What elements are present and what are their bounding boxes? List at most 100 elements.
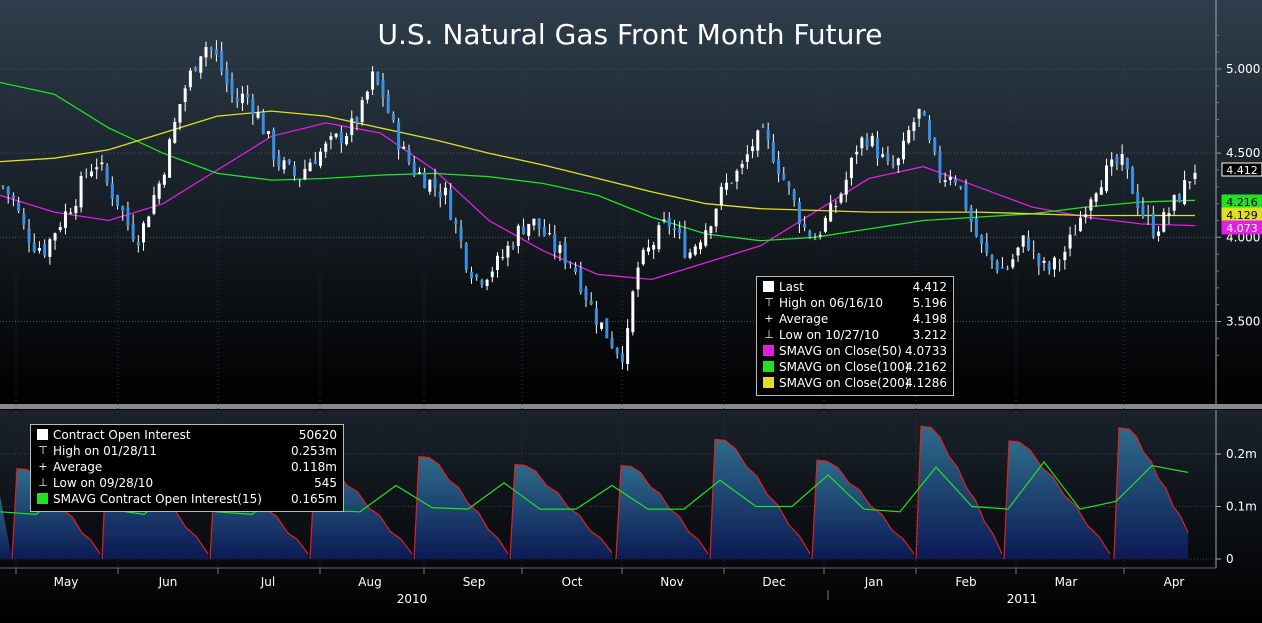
candle-body [797,201,801,224]
candle-body [865,138,869,147]
candle-body [292,165,296,176]
candle-body [136,242,140,246]
moving-average-lines [0,81,1196,281]
candle-body [563,242,567,264]
candle-body [725,182,729,190]
panel-divider [0,404,1262,409]
candle-body [168,139,172,178]
candle-body [537,218,541,229]
legend-row: ⊥ Low on 10/27/10 3.212 [757,327,953,343]
legend-label: Contract Open Interest [53,428,191,442]
legend-label: Last [779,280,804,294]
candle-body [360,100,364,123]
candle-body [214,49,218,55]
candle-body [412,161,416,175]
right-value-text: 4.216 [1226,196,1258,209]
candle-body [480,280,484,285]
candle-body [1032,250,1036,252]
candle-body [834,206,838,208]
year-label: 2010 [397,592,428,606]
month-label: Jul [260,575,275,589]
candle-body [631,291,635,333]
candle-body [79,175,83,208]
candle-body [350,118,354,136]
candle-body [667,217,671,227]
candle-body [870,135,874,147]
legend-label: High on 01/28/11 [53,444,158,458]
lower-tick-label: 0.2m [1226,447,1257,461]
candle-body [1016,247,1020,256]
candle-body [53,233,57,241]
month-label: Oct [562,575,583,589]
candle-body [896,158,900,166]
candle-body [579,268,583,293]
candle-body [256,112,260,118]
legend-value: 4.0733 [905,344,947,358]
candle-body [495,255,499,271]
right-value-text: 4.412 [1226,164,1258,177]
candle-body [813,239,817,241]
legend-value: 0.253m [290,444,337,458]
candle-body [1,186,5,188]
candle-body [178,104,182,123]
candle-body [902,140,906,160]
candle-body [928,119,932,141]
candle-body [740,163,744,168]
month-label: Aug [358,575,381,589]
candle-body [490,271,494,278]
candle-body [662,219,666,222]
candle-body [43,243,47,256]
candle-body [1141,204,1145,217]
candle-body [771,142,775,163]
price-legend: Last 4.412 ⊤ High on 06/16/10 5.196 + Average 4… [756,276,954,396]
legend-symbol-icon [763,281,774,292]
candle-body [615,348,619,354]
candle-body [313,160,317,165]
candle-body [100,162,104,165]
legend-label: Average [779,312,829,326]
candle-body [386,94,390,113]
candle-body [110,183,114,199]
candle-body [730,182,734,184]
legend-symbol-icon: ⊤ [38,444,48,457]
candle-body [574,267,578,273]
candle-body [355,117,359,124]
candle-body [948,176,952,180]
candle-body [282,160,286,170]
candle-body [319,151,323,166]
candle-body [69,212,73,214]
candle-body [636,267,640,290]
candle-body [558,245,562,254]
candle-body [1136,191,1140,208]
candle-body [152,195,156,214]
candle-body [1089,199,1093,211]
candle-body [1073,234,1077,236]
candle-body [688,252,692,258]
candle-body [1120,153,1124,165]
right-value-badge [1221,162,1262,177]
candle-body [230,78,234,95]
candle-body [849,157,853,179]
candle-body [204,47,208,58]
candle-body [678,228,682,234]
candle-body [1058,261,1062,263]
candle-body [485,279,489,286]
legend-label: SMAVG on Close(200) [779,376,910,390]
legend-label: Average [53,460,103,474]
open-interest-area [0,425,1189,560]
legend-row: Contract Open Interest 50620 [31,427,343,443]
open-interest-cycle-fill [510,464,612,559]
candle-body [246,94,250,98]
candle-body [1078,217,1082,232]
candle-body [777,159,781,175]
upper-panel-background [0,0,1262,404]
open-interest-cycle-line [1113,427,1189,560]
legend-label: SMAVG on Close(50) [779,344,902,358]
candle-body [1021,235,1025,247]
candle-body [188,70,192,88]
upper-tick-label: 5.000 [1226,62,1260,76]
open-interest-legend: Contract Open Interest 50620 ⊤ High on 01/2… [30,424,344,512]
candle-body [95,167,99,170]
legend-value: 3.212 [912,328,947,342]
